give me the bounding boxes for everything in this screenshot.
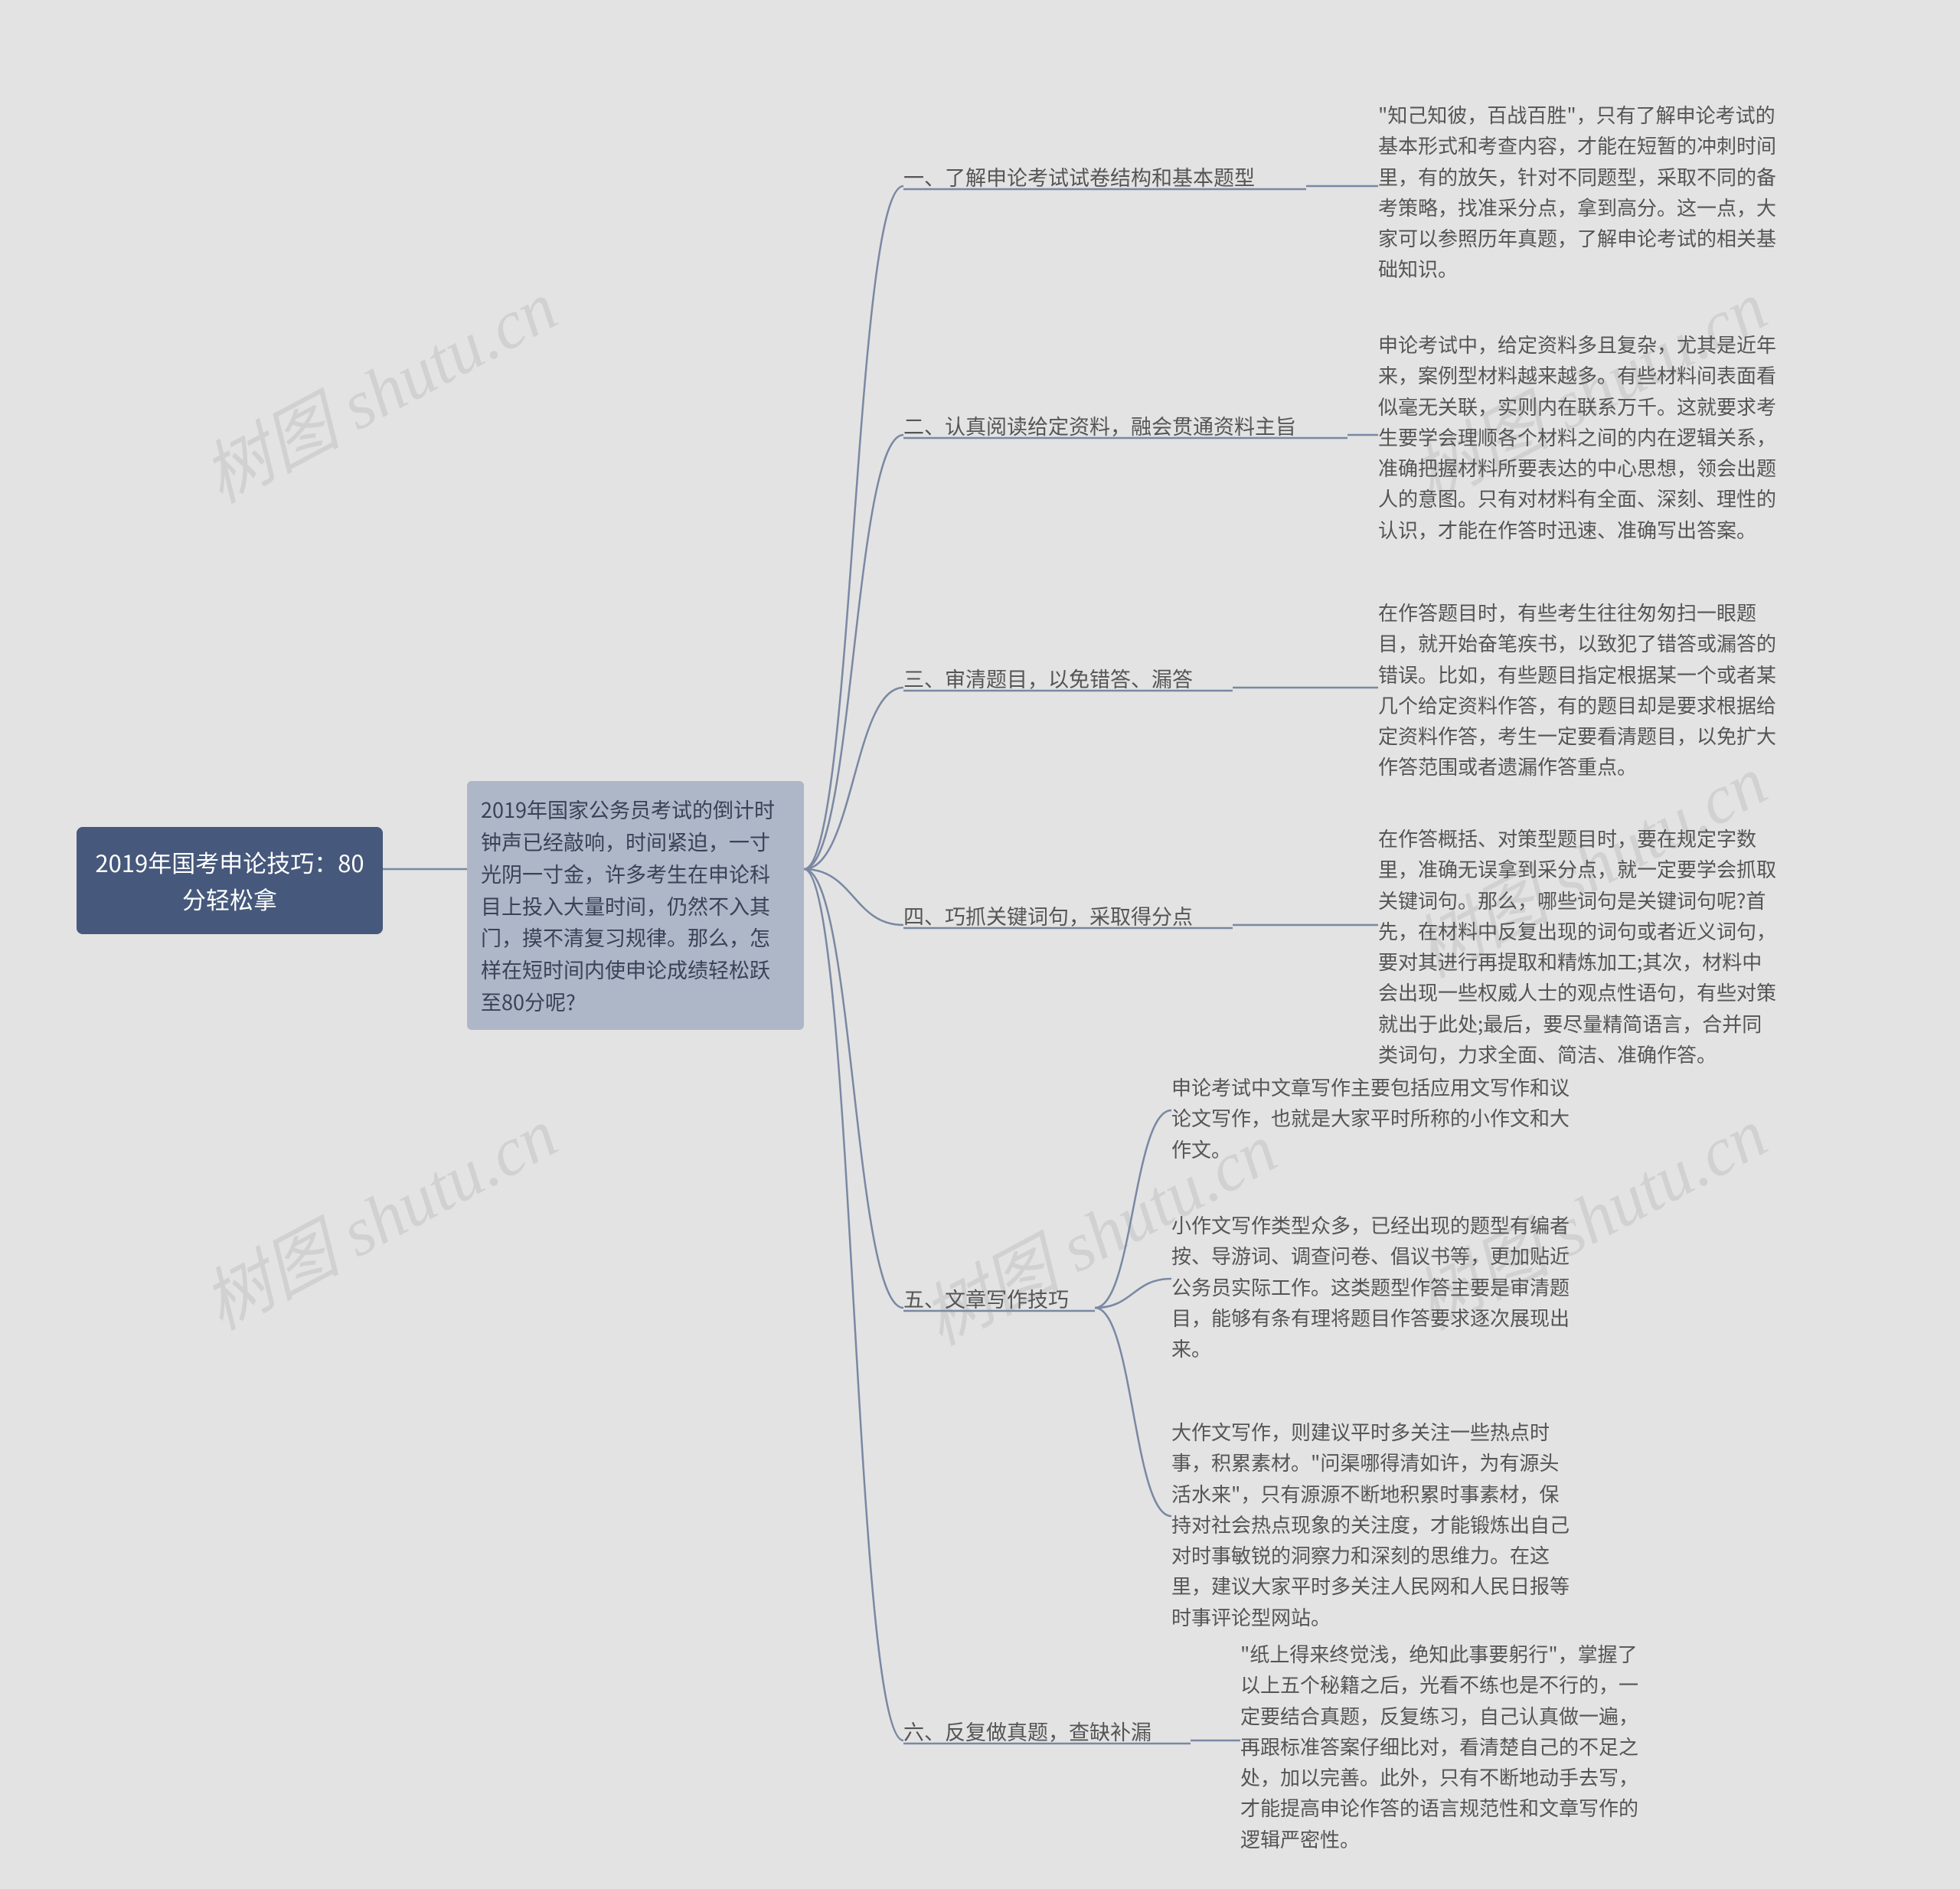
branch-6[interactable]: 六、反复做真题，查缺补漏 xyxy=(903,1715,1152,1747)
branch-1-label: 一、了解申论考试试卷结构和基本题型 xyxy=(903,162,1255,191)
branch-5-leaf-1[interactable]: 申论考试中文章写作主要包括应用文写作和议论文写作，也就是大家平时所称的小作文和大… xyxy=(1171,1072,1570,1165)
branch-4[interactable]: 四、巧抓关键词句，采取得分点 xyxy=(903,900,1193,932)
branch-5-label: 五、文章写作技巧 xyxy=(903,1283,1069,1313)
desc-text: 2019年国家公务员考试的倒计时钟声已经敲响，时间紧迫，一寸光阴一寸金，许多考生… xyxy=(481,794,775,1016)
branch-4-leaf-1[interactable]: 在作答概括、对策型题目时，要在规定字数里，准确无误拿到采分点，就一定要学会抓取关… xyxy=(1378,823,1776,1070)
branch-5-leaf-3[interactable]: 大作文写作，则建议平时多关注一些热点时事，积累素材。"问渠哪得清如许，为有源头活… xyxy=(1171,1417,1570,1632)
branch-6-leaf-1[interactable]: "纸上得来终觉浅，绝知此事要躬行"，掌握了以上五个秘籍之后，光看不练也是不行的，… xyxy=(1240,1639,1638,1855)
leaf-text: 大作文写作，则建议平时多关注一些热点时事，积累素材。"问渠哪得清如许，为有源头活… xyxy=(1171,1417,1570,1631)
branch-3-leaf-1[interactable]: 在作答题目时，有些考生往往匆匆扫一眼题目，就开始奋笔疾书，以致犯了错答或漏答的错… xyxy=(1378,597,1776,783)
branch-2[interactable]: 二、认真阅读给定资料，融会贯通资料主旨 xyxy=(903,410,1296,442)
branch-2-label: 二、认真阅读给定资料，融会贯通资料主旨 xyxy=(903,410,1296,440)
leaf-text: 在作答题目时，有些考生往往匆匆扫一眼题目，就开始奋笔疾书，以致犯了错答或漏答的错… xyxy=(1378,598,1776,780)
leaf-text: 小作文写作类型众多，已经出现的题型有编者按、导游词、调查问卷、倡议书等，更加贴近… xyxy=(1171,1211,1570,1362)
branch-4-label: 四、巧抓关键词句，采取得分点 xyxy=(903,900,1193,930)
branch-3-label: 三、审清题目，以免错答、漏答 xyxy=(903,663,1193,693)
mindmap-root[interactable]: 2019年国考申论技巧：80分轻松拿 xyxy=(77,827,383,934)
leaf-text: 在作答概括、对策型题目时，要在规定字数里，准确无误拿到采分点，就一定要学会抓取关… xyxy=(1378,824,1776,1068)
leaf-text: "知己知彼，百战百胜"，只有了解申论考试的基本形式和考查内容，才能在短暂的冲刺时… xyxy=(1378,100,1776,283)
leaf-text: "纸上得来终觉浅，绝知此事要躬行"，掌握了以上五个秘籍之后，光看不练也是不行的，… xyxy=(1240,1639,1638,1853)
root-description[interactable]: 2019年国家公务员考试的倒计时钟声已经敲响，时间紧迫，一寸光阴一寸金，许多考生… xyxy=(467,781,804,1030)
branch-5[interactable]: 五、文章写作技巧 xyxy=(903,1283,1069,1315)
watermark: 树图 shutu.cn xyxy=(183,252,571,521)
branch-2-leaf-1[interactable]: 申论考试中，给定资料多且复杂，尤其是近年来，案例型材料越来越多。有些材料间表面看… xyxy=(1378,329,1776,545)
branch-5-leaf-2[interactable]: 小作文写作类型众多，已经出现的题型有编者按、导游词、调查问卷、倡议书等，更加贴近… xyxy=(1171,1210,1570,1364)
leaf-text: 申论考试中，给定资料多且复杂，尤其是近年来，案例型材料越来越多。有些材料间表面看… xyxy=(1378,330,1776,544)
branch-1-leaf-1[interactable]: "知己知彼，百战百胜"，只有了解申论考试的基本形式和考查内容，才能在短暂的冲刺时… xyxy=(1378,100,1776,285)
branch-3[interactable]: 三、审清题目，以免错答、漏答 xyxy=(903,662,1193,694)
mindmap-canvas: { "meta": { "type": "mindmap", "backgrou… xyxy=(0,0,1960,1889)
leaf-text: 申论考试中文章写作主要包括应用文写作和议论文写作，也就是大家平时所称的小作文和大… xyxy=(1171,1073,1570,1163)
root-label: 2019年国考申论技巧：80分轻松拿 xyxy=(95,845,364,916)
watermark: 树图 shutu.cn xyxy=(183,1079,571,1348)
branch-1[interactable]: 一、了解申论考试试卷结构和基本题型 xyxy=(903,161,1255,193)
branch-6-label: 六、反复做真题，查缺补漏 xyxy=(903,1716,1152,1746)
